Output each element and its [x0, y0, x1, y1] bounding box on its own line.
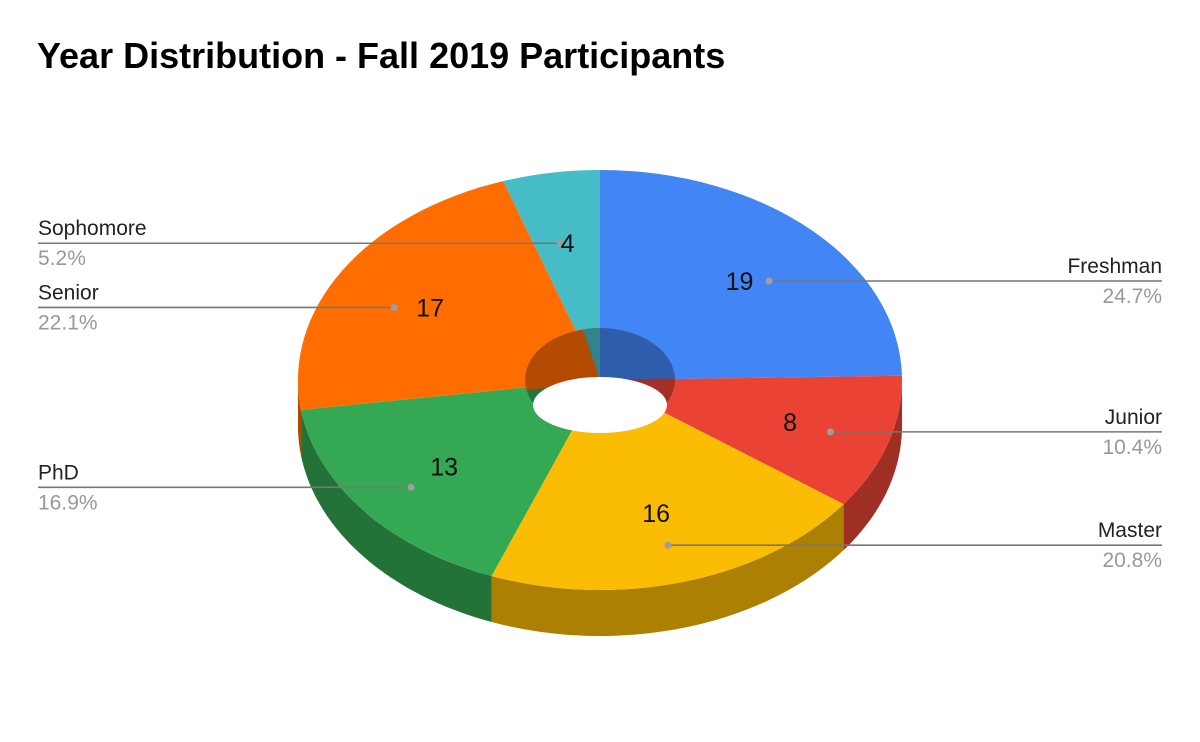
- chart-title: Year Distribution - Fall 2019 Participan…: [37, 35, 726, 76]
- slice-sophomore[interactable]: [503, 170, 600, 331]
- callout-label-junior: Junior: [1105, 406, 1162, 429]
- slice-freshman[interactable]: [600, 170, 902, 379]
- callout-label-senior: Senior: [38, 281, 99, 304]
- callout-dot-sophomore: [557, 239, 565, 247]
- callout-label-sophomore: Sophomore: [38, 217, 147, 240]
- slice-phd[interactable]: [301, 387, 574, 576]
- callouts: Freshman 24.7% Junior 10.4% Master 20.8% PhD 16…: [38, 217, 1162, 572]
- data-label-senior: 17: [416, 294, 444, 322]
- slice-side-master: [491, 504, 844, 636]
- callout-label-master: Master: [1098, 519, 1162, 542]
- data-label-freshman: 19: [726, 268, 754, 296]
- donut-slices: [297, 170, 903, 591]
- callout-label-phd: PhD: [38, 461, 79, 484]
- data-label-junior: 8: [783, 409, 797, 437]
- callout-percent-senior: 22.1%: [38, 311, 98, 334]
- callout-dot-senior: [390, 303, 398, 311]
- callout-dot-freshman: [765, 277, 773, 285]
- callout-percent-junior: 10.4%: [1102, 436, 1162, 459]
- callout-percent-sophomore: 5.2%: [38, 247, 86, 270]
- callout-percent-freshman: 24.7%: [1102, 285, 1162, 308]
- slice-side-junior: [843, 380, 902, 551]
- callout-percent-master: 20.8%: [1102, 549, 1162, 572]
- slice-side-senior: [298, 380, 302, 456]
- data-label-phd: 13: [430, 453, 458, 481]
- slice-side-phd: [301, 409, 492, 622]
- data-label-sophomore: 4: [561, 230, 575, 258]
- hole-opening: [533, 377, 667, 433]
- callout-dot-junior: [826, 428, 834, 436]
- callout-dot-master: [664, 541, 672, 549]
- data-label-master: 16: [642, 500, 670, 528]
- slice-junior[interactable]: [660, 375, 903, 505]
- callout-label-freshman: Freshman: [1067, 255, 1162, 278]
- callout-percent-phd: 16.9%: [38, 491, 98, 514]
- slice-senior[interactable]: [297, 181, 576, 410]
- donut-sides: [298, 380, 902, 636]
- callout-dot-phd: [407, 483, 415, 491]
- data-labels: 19 8 16 13 17 4: [416, 230, 797, 528]
